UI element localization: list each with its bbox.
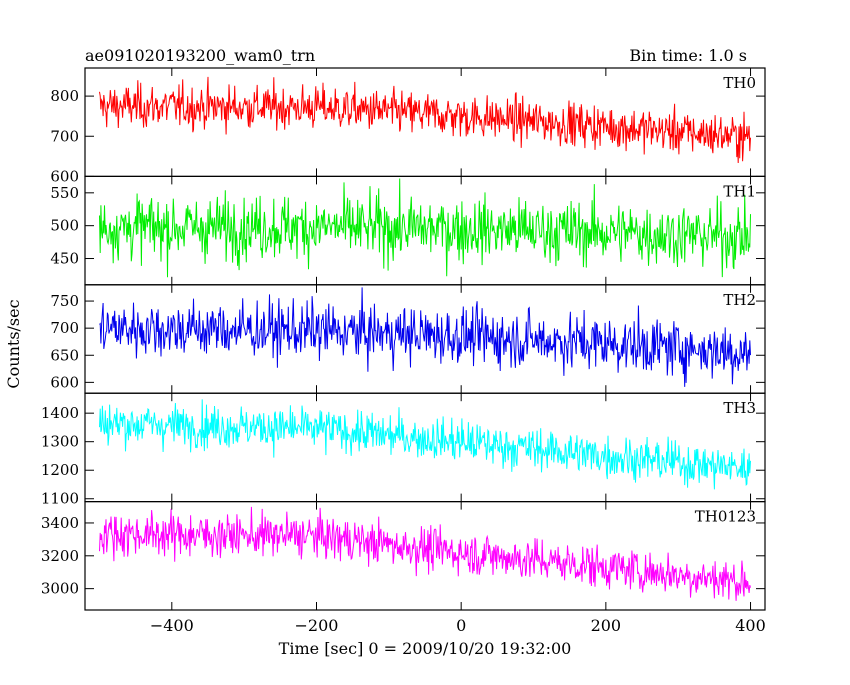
x-tick-label: 0 [456, 616, 466, 635]
series-line-th3 [99, 399, 751, 490]
y-tick-label: 1300 [41, 433, 79, 451]
panel-label-th1: TH1 [723, 182, 756, 200]
y-tick-label: 1400 [41, 404, 79, 422]
panel-label-th3: TH3 [723, 399, 756, 417]
y-tick-label: 600 [50, 373, 79, 391]
x-axis-label: Time [sec] 0 = 2009/10/20 19:32:00 [279, 639, 572, 658]
y-tick-label: 750 [50, 292, 79, 310]
panel-frame-th3 [84, 392, 766, 503]
y-tick-label: 700 [50, 127, 79, 145]
series-line-th0123 [99, 506, 751, 601]
series-line-th0 [99, 76, 751, 164]
y-tick-label: 600 [50, 167, 79, 185]
y-tick-label: 700 [50, 319, 79, 337]
y-tick-label: 800 [50, 87, 79, 105]
series-line-th1 [99, 178, 751, 278]
y-tick-label: 1100 [41, 490, 79, 508]
panel-frame-th0 [84, 67, 766, 178]
y-tick-label: 550 [50, 184, 79, 202]
bin-time-label: Bin time: 1.0 s [629, 46, 747, 65]
panels-group: 600 700 800 TH0 450 500 550 TH1 600 650 700 750 TH2 1… [41, 67, 766, 635]
y-tick-label: 1200 [41, 461, 79, 479]
x-tick-label: −400 [150, 616, 194, 635]
chart-title: ae091020193200_wam0_trn [85, 46, 315, 65]
y-tick-label: 3400 [41, 514, 79, 532]
y-tick-label: 3000 [41, 580, 79, 598]
y-tick-label: 650 [50, 346, 79, 364]
series-line-th2 [99, 287, 751, 387]
y-axis-label: Counts/sec [4, 299, 23, 388]
y-tick-label: 3200 [41, 547, 79, 565]
panel-label-th0: TH0 [723, 74, 756, 92]
y-tick-label: 500 [50, 217, 79, 235]
x-tick-label: −200 [295, 616, 339, 635]
y-tick-label: 450 [50, 250, 79, 268]
x-tick-label: 200 [591, 616, 622, 635]
panel-frame-th2 [84, 284, 766, 394]
x-tick-label: 400 [735, 616, 766, 635]
panel-label-th2: TH2 [723, 291, 756, 309]
panel-label-th0123: TH0123 [695, 508, 756, 526]
